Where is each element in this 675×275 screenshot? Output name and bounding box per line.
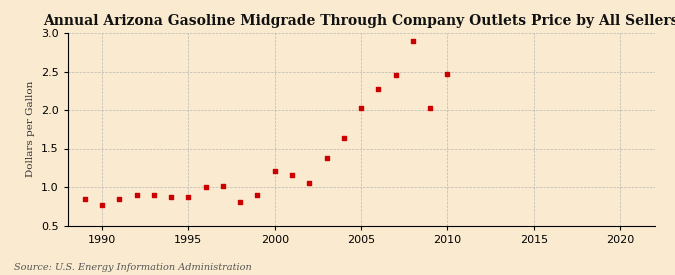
Point bbox=[408, 39, 418, 43]
Point bbox=[235, 200, 246, 205]
Point bbox=[442, 72, 453, 76]
Point bbox=[80, 197, 90, 202]
Title: Annual Arizona Gasoline Midgrade Through Company Outlets Price by All Sellers: Annual Arizona Gasoline Midgrade Through… bbox=[43, 14, 675, 28]
Point bbox=[97, 203, 107, 208]
Point bbox=[269, 169, 280, 173]
Point bbox=[217, 184, 228, 188]
Point bbox=[356, 106, 367, 110]
Point bbox=[321, 156, 332, 160]
Y-axis label: Dollars per Gallon: Dollars per Gallon bbox=[26, 81, 35, 177]
Point bbox=[287, 172, 298, 177]
Point bbox=[183, 195, 194, 199]
Point bbox=[131, 192, 142, 197]
Point bbox=[390, 72, 401, 77]
Point bbox=[338, 136, 349, 140]
Point bbox=[304, 181, 315, 185]
Point bbox=[114, 197, 125, 202]
Text: Source: U.S. Energy Information Administration: Source: U.S. Energy Information Administ… bbox=[14, 263, 251, 272]
Point bbox=[166, 195, 177, 199]
Point bbox=[200, 185, 211, 189]
Point bbox=[148, 192, 159, 197]
Point bbox=[373, 87, 384, 91]
Point bbox=[425, 106, 435, 110]
Point bbox=[252, 192, 263, 197]
